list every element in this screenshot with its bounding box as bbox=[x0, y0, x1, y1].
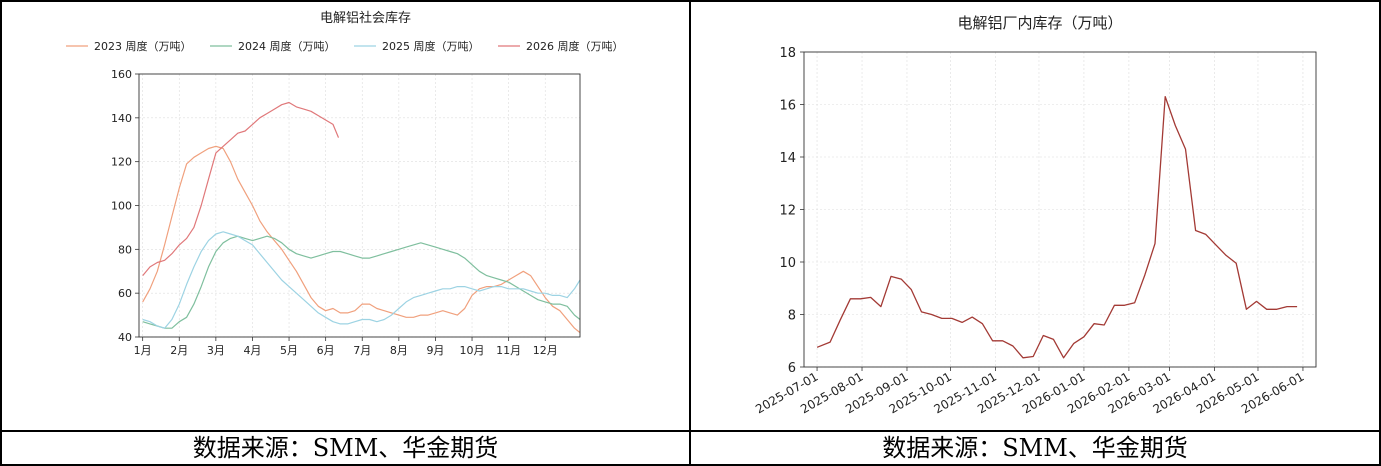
plot-frame bbox=[803, 51, 1317, 368]
x-tick-label: 12月 bbox=[533, 344, 558, 357]
x-tick-label: 10月 bbox=[460, 344, 485, 357]
y-tick-label: 160 bbox=[111, 68, 132, 81]
x-tick-label: 1月 bbox=[134, 344, 152, 357]
x-tick-label: 8月 bbox=[390, 344, 408, 357]
x-tick-label: 11月 bbox=[496, 344, 521, 357]
y-tick-label: 120 bbox=[111, 156, 132, 169]
x-tick-label: 9月 bbox=[426, 344, 444, 357]
y-tick-label: 100 bbox=[111, 200, 132, 213]
y-tick-label: 40 bbox=[118, 331, 132, 344]
x-tick-label: 5月 bbox=[280, 344, 298, 357]
table-border-right bbox=[1379, 0, 1381, 466]
legend-label: 2026 周度（万吨） bbox=[526, 39, 624, 53]
legend-label: 2025 周度（万吨） bbox=[382, 39, 480, 53]
data-source-left: 数据来源：SMM、华金期货 bbox=[192, 434, 499, 462]
y-tick-label: 60 bbox=[118, 287, 132, 300]
x-tick-label: 3月 bbox=[207, 344, 225, 357]
y-tick-label: 18 bbox=[779, 46, 796, 61]
plant-inventory-chart: 电解铝厂内库存（万吨）6810121416182025-07-012025-08… bbox=[753, 14, 1317, 416]
series-line bbox=[816, 95, 1298, 359]
series-line bbox=[142, 145, 581, 334]
y-tick-label: 14 bbox=[779, 151, 796, 166]
data-source-right: 数据来源：SMM、华金期货 bbox=[882, 434, 1188, 462]
x-tick-label: 2月 bbox=[170, 344, 188, 357]
x-tick-label: 7月 bbox=[353, 344, 371, 357]
legend-label: 2024 周度（万吨） bbox=[238, 39, 336, 53]
plot-frame bbox=[138, 73, 581, 338]
y-tick-label: 16 bbox=[779, 99, 796, 114]
legend-label: 2023 周度（万吨） bbox=[94, 39, 192, 53]
table-border-left bbox=[0, 0, 2, 466]
y-tick-label: 8 bbox=[788, 309, 796, 324]
chart-title: 电解铝社会库存 bbox=[320, 10, 411, 26]
series-line bbox=[142, 235, 581, 329]
x-tick-label: 4月 bbox=[243, 344, 261, 357]
social-inventory-chart: 电解铝社会库存 2023 周度（万吨） 2024 周度（万吨） 2025 周度（万吨）… bbox=[66, 10, 624, 357]
y-tick-label: 140 bbox=[111, 112, 132, 125]
series-line bbox=[142, 231, 581, 329]
y-tick-label: 80 bbox=[118, 243, 132, 256]
series-line bbox=[142, 101, 340, 276]
x-tick-label: 6月 bbox=[317, 344, 335, 357]
y-tick-label: 6 bbox=[788, 361, 796, 376]
chart-title: 电解铝厂内库存（万吨） bbox=[957, 14, 1122, 32]
table-border-middle bbox=[689, 0, 691, 466]
table-border-row bbox=[0, 430, 1381, 432]
y-tick-label: 12 bbox=[779, 204, 796, 219]
y-tick-label: 10 bbox=[779, 256, 796, 271]
